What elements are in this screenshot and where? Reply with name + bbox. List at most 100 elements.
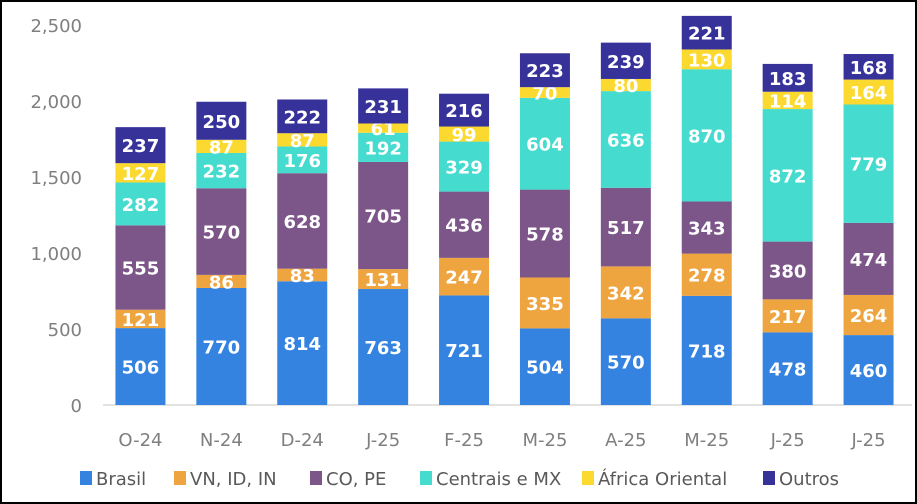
data-label: 87 (209, 137, 234, 158)
bar-stack: 460 264 474 779 164 168 (843, 54, 894, 405)
y-tick-label: 2,500 (30, 16, 82, 37)
bar-segment (600, 78, 651, 92)
data-label: 237 (122, 136, 160, 157)
data-label: 570 (607, 353, 645, 374)
y-tick-label: 2,000 (30, 92, 82, 113)
bar-segment (277, 133, 328, 147)
bar-segment (843, 79, 894, 105)
bar-segment (681, 15, 732, 50)
data-label: 80 (613, 76, 638, 97)
bar-segment (439, 93, 490, 127)
bar-segment (115, 225, 166, 310)
data-label: 221 (688, 24, 726, 45)
legend-swatch (582, 471, 594, 485)
y-tick-label: 500 (48, 320, 82, 341)
legend-item: Outros (763, 469, 839, 490)
bar-segment (196, 101, 247, 140)
bar-segment (600, 318, 651, 405)
bar-segment (843, 104, 894, 223)
bar-segment (277, 173, 328, 269)
x-tick-label: M-25 (684, 430, 729, 451)
bar-stack: 718 278 343 870 130 221 (681, 15, 732, 405)
data-label: 216 (445, 101, 483, 122)
legend-label: Outros (779, 469, 839, 490)
data-label: 380 (769, 261, 807, 282)
bar-stack: 770 86 570 232 87 250 (196, 101, 247, 405)
bar-segment (277, 99, 328, 134)
bar-segment (843, 294, 894, 336)
bar-segment (358, 289, 409, 405)
data-label: 478 (769, 360, 807, 381)
x-tick-label: O-24 (118, 430, 162, 451)
bar-segment (600, 187, 651, 267)
data-label: 705 (364, 207, 402, 228)
bar-segment (196, 274, 247, 288)
bar-segment (762, 332, 813, 405)
data-label: 114 (769, 91, 807, 112)
bar-stack: 506 121 555 282 127 237 (115, 127, 166, 405)
bar-segment (519, 97, 570, 190)
data-label: 555 (122, 259, 160, 280)
bar-segment (681, 69, 732, 202)
data-label: 474 (850, 250, 888, 271)
data-label: 604 (526, 135, 564, 156)
bar-segment (762, 91, 813, 110)
legend-item: Brasil (80, 469, 146, 490)
bar-segment (681, 253, 732, 296)
data-label: 183 (769, 69, 807, 90)
legend-swatch (80, 471, 92, 485)
bar-segment (115, 309, 166, 329)
data-label: 504 (526, 358, 564, 379)
bar-segment (519, 87, 570, 98)
bar-segment (439, 257, 490, 296)
data-label: 814 (283, 334, 321, 355)
bar-stack: 570 342 517 636 80 239 (600, 42, 651, 405)
bar-stack: 721 247 436 329 99 216 (439, 93, 490, 405)
bar-segment (196, 152, 247, 189)
data-label: 217 (769, 307, 807, 328)
bar-segment (519, 328, 570, 405)
x-tick-label: J-25 (365, 430, 400, 451)
bar-segment (358, 123, 409, 133)
legend-swatch (420, 471, 432, 485)
bar-segment (843, 222, 894, 295)
bar-segment (358, 132, 409, 162)
data-label: 61 (371, 119, 396, 140)
data-label: 578 (526, 225, 564, 246)
bars: 506 121 555 282 127 237 770 86 570 232 87 250 814 83 6… (115, 15, 894, 405)
x-tick-label: J-25 (851, 430, 886, 451)
bar-segment (600, 42, 651, 79)
bar-segment (196, 287, 247, 405)
x-tick-label: J-25 (770, 430, 805, 451)
data-label: 506 (122, 358, 160, 379)
data-label: 250 (203, 112, 241, 133)
data-label: 87 (290, 131, 315, 152)
legend-label: Centrais e MX (436, 469, 561, 490)
data-label: 121 (122, 310, 160, 331)
bar-segment (115, 163, 166, 183)
bar-segment (681, 201, 732, 254)
data-label: 192 (364, 138, 402, 159)
data-label: 83 (290, 266, 315, 287)
legend-swatch (310, 471, 322, 485)
data-label: 247 (445, 268, 483, 289)
bar-segment (277, 146, 328, 174)
data-label: 176 (283, 151, 321, 172)
data-label: 231 (364, 97, 402, 118)
data-label: 130 (688, 50, 726, 71)
x-tick-label: M-25 (522, 430, 567, 451)
legend-label: Brasil (96, 469, 146, 490)
data-label: 718 (688, 341, 726, 362)
bar-segment (196, 188, 247, 275)
bar-segment (762, 241, 813, 300)
legend-label: CO, PE (326, 469, 386, 490)
bar-segment (519, 53, 570, 88)
data-label: 628 (283, 212, 321, 233)
data-label: 763 (364, 338, 402, 359)
bar-segment (115, 182, 166, 226)
bar-segment (358, 88, 409, 124)
data-label: 872 (769, 166, 807, 187)
